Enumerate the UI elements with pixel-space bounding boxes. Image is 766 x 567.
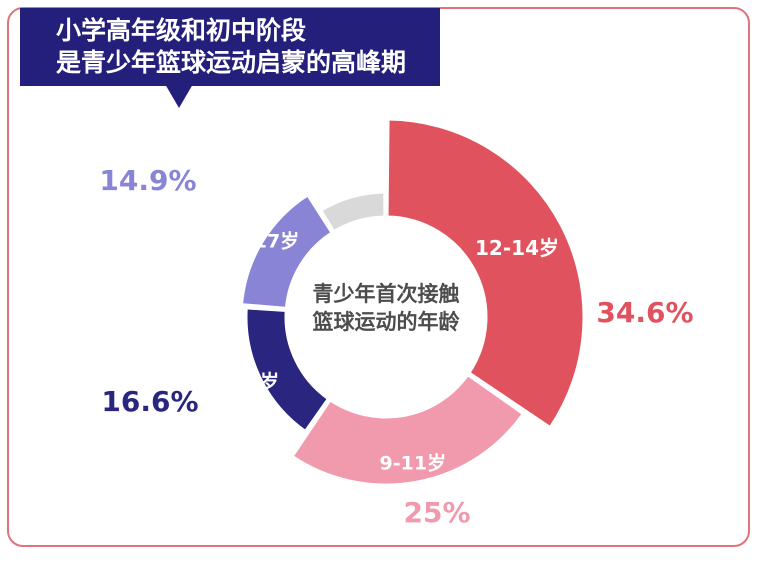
slice-label: 12-14岁 — [475, 236, 559, 260]
center-label-line-1: 青少年首次接触 — [313, 282, 460, 306]
slice-15-17岁 — [239, 192, 335, 311]
slice-other — [318, 190, 387, 234]
slice-value-label: 25% — [403, 496, 470, 529]
slice-label: 9-11岁 — [380, 452, 447, 475]
slice-9-11岁 — [290, 372, 526, 487]
slice-12-14岁 — [385, 117, 586, 430]
center-label-line-2: 篮球运动的年龄 — [312, 310, 461, 334]
title-line-1: 小学高年级和初中阶段 — [56, 16, 307, 45]
banner-pointer — [165, 84, 193, 108]
title-line-2: 是青少年篮球运动启蒙的高峰期 — [56, 48, 407, 77]
slice-value-label: 34.6% — [596, 296, 693, 329]
title-banner: 小学高年级和初中阶段 是青少年篮球运动启蒙的高峰期 — [20, 8, 440, 86]
slice-value-label: 16.6% — [101, 385, 198, 418]
slice-6-8岁 — [244, 306, 331, 434]
slice-label: 6-8岁 — [226, 370, 279, 393]
slice-label: 15-17岁 — [219, 229, 299, 252]
slice-value-label: 14.9% — [99, 164, 196, 197]
